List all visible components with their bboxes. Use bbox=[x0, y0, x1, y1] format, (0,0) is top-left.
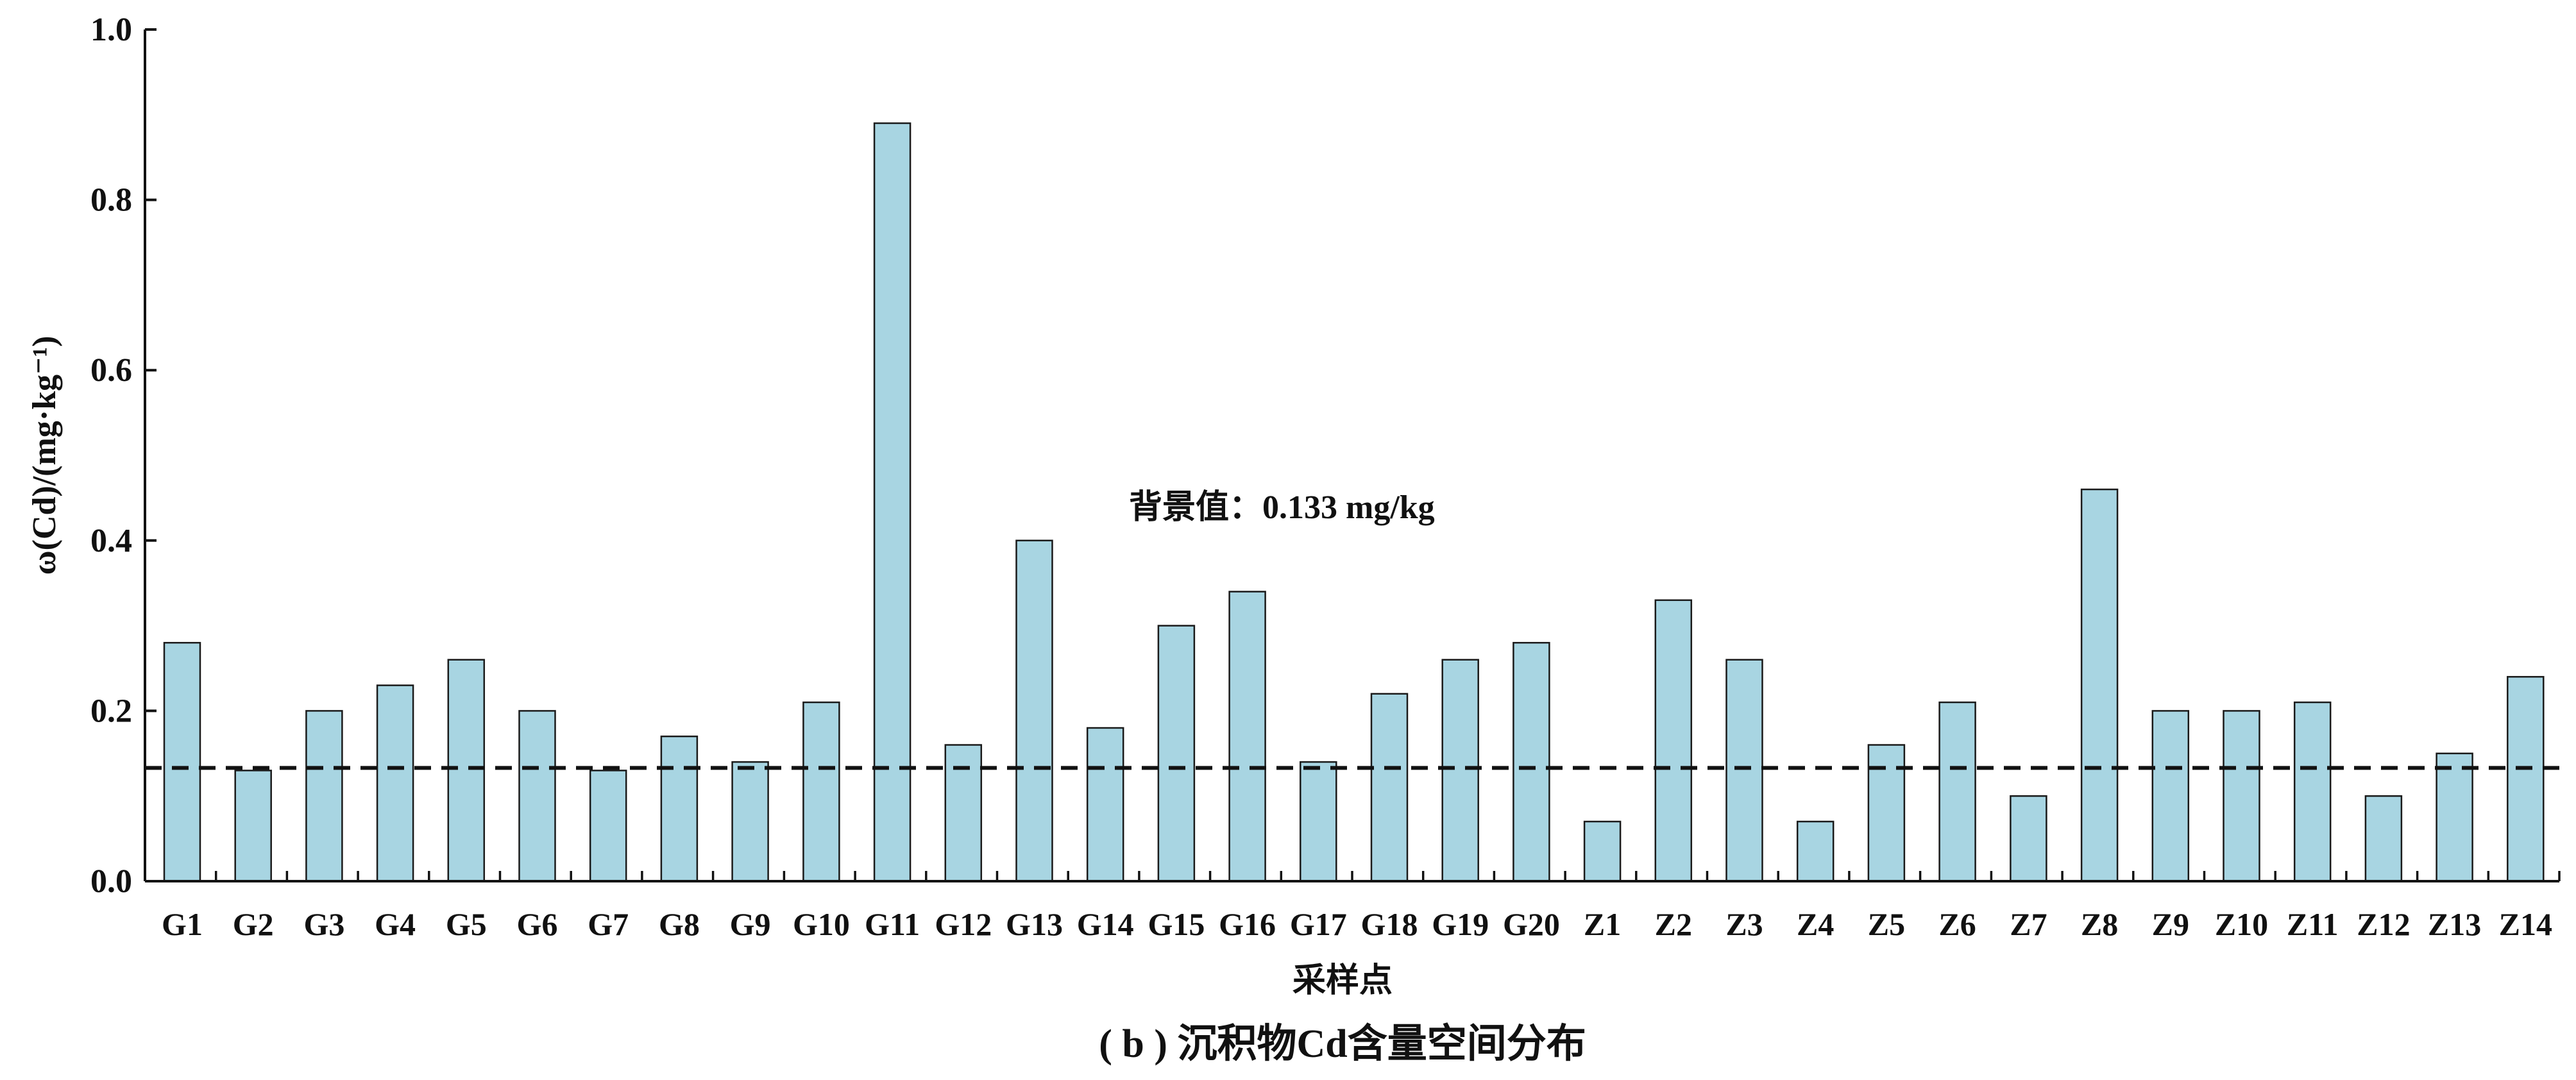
x-tick-label: G19 bbox=[1432, 906, 1489, 942]
bar-g10 bbox=[802, 701, 840, 882]
x-tick-label: Z2 bbox=[1655, 906, 1692, 942]
bar-z1 bbox=[1583, 820, 1622, 882]
bar-z11 bbox=[2293, 701, 2332, 882]
bar-z5 bbox=[1867, 744, 1906, 882]
bar-g8 bbox=[660, 735, 699, 882]
x-tick-label: G5 bbox=[446, 906, 487, 942]
x-tick-label: Z13 bbox=[2428, 906, 2481, 942]
x-tick-label: Z14 bbox=[2499, 906, 2552, 942]
x-tick-label: G13 bbox=[1006, 906, 1063, 942]
x-tick-label: G16 bbox=[1219, 906, 1276, 942]
x-tick-label: G11 bbox=[865, 906, 920, 942]
bar-g19 bbox=[1441, 659, 1479, 882]
x-tick-label: G14 bbox=[1077, 906, 1134, 942]
x-tick-label: Z7 bbox=[2010, 906, 2047, 942]
x-axis-title: 采样点 bbox=[1292, 962, 1393, 999]
x-tick-label: G1 bbox=[162, 906, 203, 942]
y-axis-title: ω(Cd)/(mg·kg⁻¹) bbox=[26, 336, 63, 575]
x-tick-label: Z12 bbox=[2357, 906, 2410, 942]
x-tick-label: Z9 bbox=[2152, 906, 2189, 942]
bar-z14 bbox=[2507, 676, 2545, 882]
bar-z12 bbox=[2364, 795, 2403, 882]
bar-z10 bbox=[2223, 710, 2260, 882]
bar-g14 bbox=[1086, 727, 1124, 882]
bar-z8 bbox=[2080, 488, 2119, 882]
bar-g9 bbox=[731, 761, 769, 882]
bar-z13 bbox=[2436, 752, 2473, 882]
bar-z3 bbox=[1725, 659, 1763, 882]
bar-g5 bbox=[447, 659, 486, 882]
x-tick-label: G15 bbox=[1148, 906, 1205, 942]
x-tick-label: G2 bbox=[233, 906, 274, 942]
bar-g15 bbox=[1157, 625, 1196, 882]
bar-g4 bbox=[376, 684, 414, 882]
x-tick-label: G10 bbox=[793, 906, 850, 942]
bar-g2 bbox=[234, 770, 272, 882]
bar-z9 bbox=[2151, 710, 2190, 882]
bar-g13 bbox=[1015, 539, 1053, 882]
bar-g17 bbox=[1300, 761, 1337, 882]
x-tick-label: Z4 bbox=[1797, 906, 1834, 942]
axes-layer bbox=[144, 28, 2561, 882]
y-tick-label: 0.2 bbox=[90, 693, 132, 729]
x-tick-label: Z10 bbox=[2215, 906, 2268, 942]
y-tick-label: 1.0 bbox=[90, 12, 132, 48]
x-tick-label: G20 bbox=[1503, 906, 1560, 942]
bars-layer bbox=[163, 122, 2545, 882]
x-tick-label: G17 bbox=[1290, 906, 1347, 942]
y-tick-label: 0.6 bbox=[90, 352, 132, 389]
bar-g20 bbox=[1513, 641, 1550, 882]
bar-g1 bbox=[163, 641, 201, 882]
x-tick-label: Z6 bbox=[1938, 906, 1976, 942]
x-tick-label: G7 bbox=[588, 906, 629, 942]
x-tick-label: Z1 bbox=[1584, 906, 1621, 942]
bar-g3 bbox=[305, 710, 343, 882]
x-tick-label: G18 bbox=[1361, 906, 1418, 942]
x-tick-label: Z8 bbox=[2081, 906, 2118, 942]
figure-caption: ( b ) 沉积物Cd含量空间分布 bbox=[1099, 1022, 1586, 1066]
bar-g12 bbox=[944, 744, 983, 882]
x-tick-label: G8 bbox=[659, 906, 700, 942]
bar-z2 bbox=[1654, 599, 1693, 882]
x-tick-label: Z3 bbox=[1725, 906, 1763, 942]
x-tick-label: G6 bbox=[517, 906, 558, 942]
background-value-annotation: 背景值：0.133 mg/kg bbox=[1129, 489, 1435, 526]
bar-g16 bbox=[1228, 591, 1266, 882]
bar-g18 bbox=[1370, 693, 1409, 882]
bar-g7 bbox=[589, 770, 627, 882]
bar-z7 bbox=[2010, 795, 2047, 882]
y-tick-label: 0.4 bbox=[90, 523, 132, 559]
bar-g11 bbox=[873, 122, 911, 882]
x-tick-label: G3 bbox=[303, 906, 344, 942]
bar-z4 bbox=[1796, 820, 1835, 882]
x-tick-label: G9 bbox=[730, 906, 771, 942]
y-tick-label: 0.0 bbox=[90, 863, 132, 900]
y-tick-label: 0.8 bbox=[90, 182, 132, 219]
x-tick-label: Z5 bbox=[1868, 906, 1905, 942]
x-tick-label: G12 bbox=[935, 906, 992, 942]
bar-z6 bbox=[1938, 701, 1976, 882]
x-tick-label: Z11 bbox=[2287, 906, 2339, 942]
labels-layer: 0.0 0.2 0.4 0.6 0.8 1.0 G1 G2 G3 G4 G5 G6 G7 G8 G9 G10 G… bbox=[26, 12, 2552, 1066]
x-tick-label: G4 bbox=[375, 906, 416, 942]
bar-g6 bbox=[518, 710, 556, 882]
